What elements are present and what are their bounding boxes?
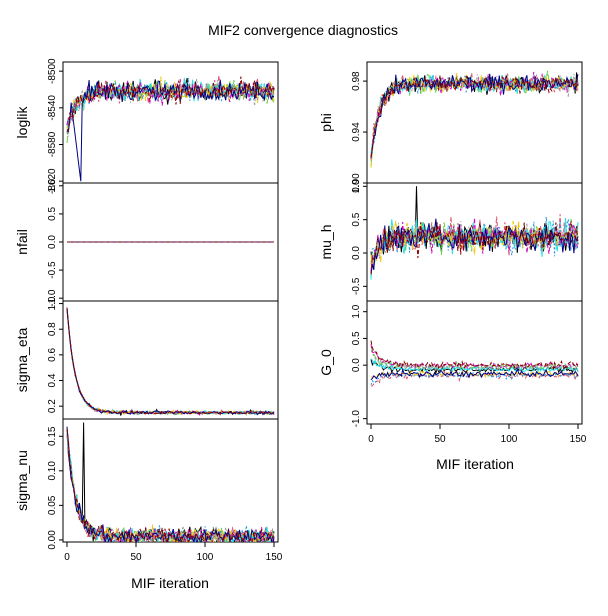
y-tick-label: 0.6 [47, 347, 58, 361]
series-line-6 [370, 71, 579, 157]
y-tick-label: 0.98 [351, 71, 362, 91]
series-line-2 [66, 309, 275, 416]
x-tick-label: 0 [368, 434, 374, 445]
panel-g0: 1.0 0.5 0.0 -1.0 G_0 0 50 100 150 [318, 300, 587, 445]
series-line-8 [66, 310, 275, 416]
y-tick-label: -8580 [47, 131, 58, 157]
series-line-8 [370, 350, 579, 372]
series-line-2 [66, 431, 275, 542]
x-tick-label: 50 [434, 434, 446, 445]
series-line-3 [66, 307, 275, 416]
series-line-6 [66, 309, 275, 416]
series-line-10 [370, 74, 579, 158]
series-line-9 [370, 367, 579, 381]
series-line-10 [66, 428, 275, 542]
plot-frame [366, 300, 583, 425]
y-tick-label: 0.10 [47, 461, 58, 481]
series-line-6 [370, 344, 579, 370]
x-tick-label: 50 [130, 552, 142, 563]
x-tick-label: 100 [197, 552, 214, 563]
panel-mu-h: 1.0 0.5 0.0 -0.5 mu_h [318, 179, 583, 302]
y-axis-label: sigma_eta [14, 327, 30, 392]
y-tick-label: 0.0 [351, 358, 362, 372]
series-line-7 [66, 430, 275, 542]
y-tick-label: 0.90 [351, 173, 362, 193]
panel-nfail: 1.0 0.5 0.0 -0.5 -1.0 nfail [14, 178, 279, 307]
y-tick-label: 0.00 [47, 530, 58, 550]
y-axis-label: phi [318, 113, 334, 132]
series-line-9 [370, 73, 579, 159]
y-axis-label: nfail [14, 229, 30, 255]
y-axis-label: mu_h [318, 224, 334, 259]
x-tick-label: 0 [64, 552, 70, 563]
y-tick-label: -0.5 [351, 277, 362, 295]
panel-phi: 0.98 0.94 0.90 phi [318, 61, 583, 193]
x-tick-label: 150 [266, 552, 283, 563]
series-group [66, 75, 275, 182]
series-group [66, 422, 275, 542]
y-tick-label: 0.2 [47, 399, 58, 413]
panel-sigma-nu: 0.00 0.05 0.10 0.15 sigma_nu 0 50 100 150 [14, 418, 283, 563]
x-axis-label-right: MIF iteration [436, 456, 514, 472]
series-line-1 [66, 422, 275, 542]
panel-loglik: -8500 -8540 -8580 -8620 loglik [14, 58, 279, 194]
y-tick-label: 0.05 [47, 495, 58, 515]
series-line-10 [66, 76, 275, 133]
y-tick-label: -1.0 [47, 289, 58, 307]
series-line-4 [66, 308, 275, 416]
series-line-9 [370, 218, 579, 275]
y-tick-label: -1.0 [351, 410, 362, 428]
y-tick-label: 0.15 [47, 426, 58, 446]
x-tick-label: 150 [570, 434, 587, 445]
series-group [66, 307, 275, 417]
y-axis-label: G_0 [318, 349, 334, 376]
series-group [370, 340, 579, 387]
y-tick-label: 0.5 [351, 331, 362, 345]
y-tick-label: -8540 [47, 95, 58, 121]
series-line-7 [66, 309, 275, 416]
y-tick-label: 0.94 [351, 122, 362, 142]
x-axis-label-left: MIF iteration [131, 575, 209, 591]
y-tick-label: 1.0 [351, 179, 362, 193]
series-line-1 [66, 308, 275, 417]
series-line-7 [66, 76, 275, 132]
series-line-10 [66, 307, 275, 416]
y-tick-label: 1.0 [351, 304, 362, 318]
series-group [370, 186, 579, 280]
y-axis-label: loglik [14, 106, 30, 139]
y-tick-label: 1.0 [47, 178, 58, 192]
plot-frame [62, 418, 279, 543]
y-tick-label: 0.5 [351, 212, 362, 226]
y-tick-label: -0.5 [47, 261, 58, 279]
y-tick-label: -8500 [47, 58, 58, 84]
y-tick-label: 0.5 [47, 207, 58, 221]
y-axis-label: sigma_nu [14, 450, 30, 511]
plot-frame [62, 300, 279, 420]
series-line-4 [66, 430, 275, 542]
y-tick-label: -8620 [47, 168, 58, 194]
panel-sigma-eta: 0.2 0.4 0.6 0.8 1.0 sigma_eta [14, 296, 279, 420]
series-line-3 [66, 80, 275, 143]
figure-title: MIF2 convergence diagnostics [208, 22, 398, 38]
y-tick-label: 0.8 [47, 322, 58, 336]
series-line-5 [66, 309, 275, 416]
series-line-3 [370, 346, 579, 371]
series-line-10 [370, 340, 579, 370]
series-line-10 [370, 221, 579, 275]
y-tick-label: 0.0 [47, 235, 58, 249]
plot-frame [62, 61, 279, 184]
series-line-9 [66, 308, 275, 416]
series-group [370, 70, 579, 168]
y-tick-label: 0.0 [351, 246, 362, 260]
y-tick-label: 1.0 [47, 296, 58, 310]
y-tick-label: 0.4 [47, 373, 58, 387]
series-line-8 [370, 73, 579, 155]
x-tick-label: 100 [501, 434, 518, 445]
